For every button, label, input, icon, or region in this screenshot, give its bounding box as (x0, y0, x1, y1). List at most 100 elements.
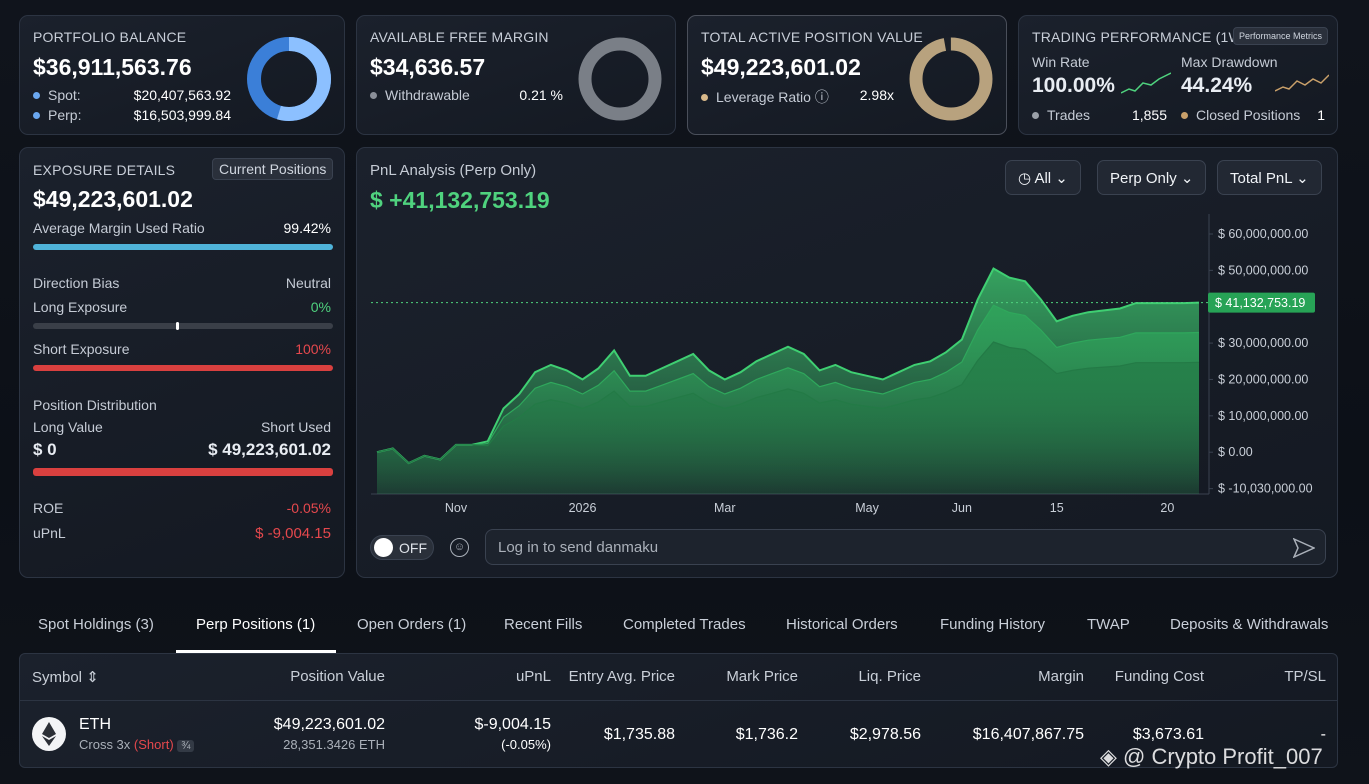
label: Spot: (48, 87, 81, 103)
drawdown: 44.24% (1181, 74, 1253, 97)
label: Short Exposure (33, 341, 130, 357)
tab[interactable]: Funding History (940, 616, 1046, 633)
x-tick-label: Nov (445, 501, 468, 515)
header-text: Symbol (32, 669, 83, 686)
filter-button[interactable]: Perp Only ⌄ (1097, 160, 1207, 195)
table (19, 653, 1338, 768)
donut (247, 37, 331, 121)
tab[interactable]: Spot Holdings (3) (38, 616, 154, 633)
tab[interactable]: Historical Orders (786, 616, 898, 633)
side: (Short) (133, 737, 174, 752)
label: Max Drawdown (1181, 54, 1278, 70)
liq-price: $2,978.56 (849, 726, 921, 743)
current-label: $ 41,132,753.19 (1215, 296, 1305, 310)
card-title: TRADING PERFORMANCE (1W) (1032, 29, 1247, 45)
balance: $36,911,563.76 (33, 54, 192, 80)
watermark-text: @ Crypto Profit_007 (1123, 744, 1323, 769)
column-header[interactable]: Symbol ⇕ (32, 669, 99, 686)
area-line (376, 304, 1200, 464)
tpsl: - (1320, 726, 1326, 743)
tab-underline (176, 650, 336, 653)
danmaku-input[interactable]: Log in to send danmaku (485, 529, 1326, 565)
symbol: ETH (79, 716, 111, 733)
funding: $3,673.61 (1132, 726, 1204, 743)
stat: -0.05% (286, 500, 331, 516)
marker (176, 322, 179, 330)
stat: 0.21 % (519, 87, 563, 103)
column-header: Position Value (290, 668, 385, 685)
x-tick-label: 15 (1050, 501, 1064, 515)
y-tick-label: $ 30,000,000.00 (1218, 336, 1308, 350)
long-value: $ 0 (33, 440, 57, 459)
current-badge (1208, 292, 1315, 313)
label-text: Withdrawable (385, 87, 470, 103)
label: Long Exposure (33, 299, 128, 315)
watermark: ◈ @ Crypto Profit_007 (1100, 744, 1323, 769)
column-header: Liq. Price (858, 668, 921, 685)
toggle-label: OFF (399, 540, 427, 556)
filter-button[interactable]: ◷ All ⌄ (1005, 160, 1081, 195)
donut-ring (578, 37, 662, 121)
x-tick-label: Jun (952, 501, 972, 515)
icon-glyph (42, 722, 56, 746)
row-label: Perp: (33, 107, 81, 123)
exposure-value: $49,223,601.02 (33, 186, 193, 212)
chart-title: PnL Analysis (Perp Only) (370, 162, 537, 179)
tab[interactable]: Open Orders (1) (357, 616, 467, 633)
spark-line (1275, 74, 1329, 92)
label: Leverage Ratio ⓘ (701, 87, 829, 107)
closed: 1 (1317, 107, 1325, 123)
stat: 2.98x (859, 87, 894, 103)
donut-segment (247, 37, 331, 121)
label: Win Rate (1032, 54, 1090, 70)
column-header: TP/SL (1284, 668, 1326, 685)
filter-label: Perp Only (1110, 170, 1177, 187)
label: ROE (33, 500, 64, 516)
exposure-card: EXPOSURE DETAILS Current Positions $49,2… (19, 147, 345, 578)
label: Position Distribution (33, 397, 157, 413)
tab[interactable]: Recent Fills (504, 616, 583, 633)
short-used: $ 49,223,601.02 (208, 440, 331, 459)
emoji-button[interactable]: ☺ (450, 538, 469, 557)
entry-price: $1,735.88 (603, 726, 675, 743)
row-divider (20, 700, 1337, 701)
label: Short Used (260, 419, 331, 435)
row-value: $16,503,999.84 (133, 107, 231, 123)
tab[interactable]: Perp Positions (1) (196, 616, 316, 633)
send-icon[interactable] (1293, 538, 1315, 558)
margin-value: $34,636.57 (370, 54, 486, 80)
label: Perp: (48, 107, 82, 123)
card-title: AVAILABLE FREE MARGIN (370, 29, 549, 45)
badge: Current Positions (212, 158, 334, 180)
chart-subtitle: $ +41,132,753.19 (370, 187, 550, 213)
send-shape (1293, 538, 1315, 558)
size: 28,351.3426 ETH (283, 737, 385, 752)
filter-button[interactable]: Total PnL ⌄ (1217, 160, 1322, 195)
tab[interactable]: TWAP (1087, 616, 1130, 633)
stat: 99.42% (283, 220, 331, 236)
label: Withdrawable (370, 87, 470, 103)
donut (578, 37, 662, 121)
column-header: Entry Avg. Price (568, 668, 675, 685)
card-title: TOTAL ACTIVE POSITION VALUE (701, 29, 923, 45)
donut (909, 37, 993, 121)
x-tick-label: 2026 (569, 501, 597, 515)
sparkline (1121, 72, 1171, 94)
filter-label: All (1034, 170, 1052, 187)
tab[interactable]: Completed Trades (623, 616, 746, 633)
tag: ¾ (177, 740, 195, 752)
x-tick-label: Mar (714, 501, 736, 515)
eth-icon (32, 717, 66, 751)
column-header: Mark Price (726, 668, 798, 685)
card-title: PORTFOLIO BALANCE (33, 29, 187, 45)
upnl-pct: (-0.05%) (501, 737, 551, 752)
column-header: Margin (1038, 668, 1084, 685)
toggle[interactable]: OFF (370, 535, 434, 560)
tab[interactable]: Deposits & Withdrawals (1170, 616, 1329, 633)
y-tick-label: $ 60,000,000.00 (1218, 227, 1308, 241)
label: Long Value (33, 419, 103, 435)
progress-bar (33, 323, 333, 329)
stat: Neutral (285, 275, 331, 291)
position-value: $49,223,601.02 (701, 54, 861, 80)
